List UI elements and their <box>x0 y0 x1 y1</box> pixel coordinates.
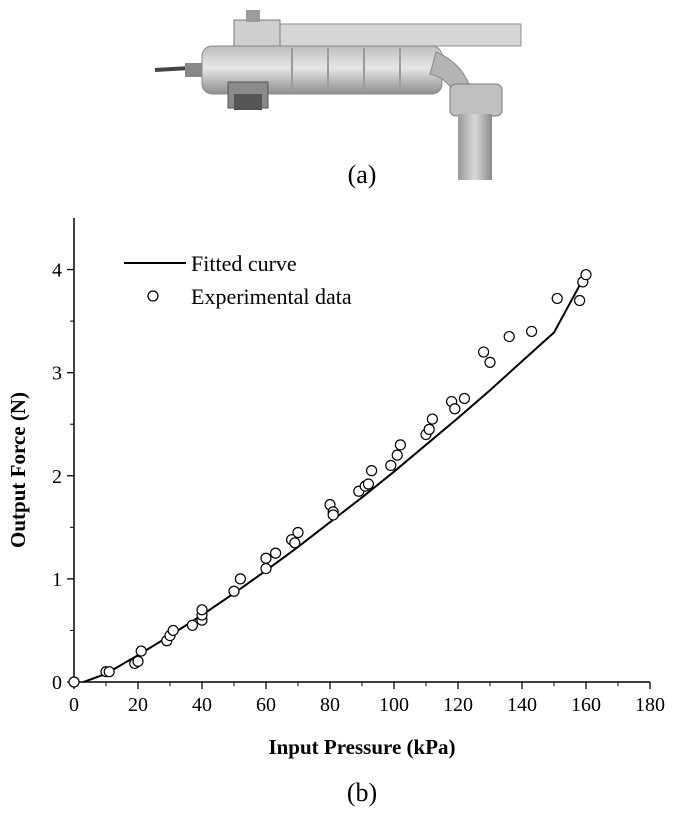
data-point <box>449 403 461 415</box>
data-point <box>366 465 378 477</box>
y-axis-title: Output Force (N) <box>6 392 30 548</box>
x-axis-title: Input Pressure (kPa) <box>268 735 455 759</box>
data-point <box>103 666 115 678</box>
x-tick-label: 0 <box>69 694 79 716</box>
data-point <box>132 655 144 667</box>
data-point <box>503 330 515 343</box>
data-point <box>234 573 246 585</box>
x-tick-label: 100 <box>379 694 409 716</box>
data-point <box>196 604 208 616</box>
y-axis-ticks: 0 1 2 3 4 <box>52 260 74 694</box>
data-point <box>551 292 563 305</box>
data-point <box>167 624 179 637</box>
caption-b: (b) <box>346 778 378 807</box>
data-point <box>484 356 496 368</box>
data-point <box>260 562 272 575</box>
x-tick-label: 160 <box>571 694 601 716</box>
data-point <box>426 413 438 425</box>
chart-axes <box>73 218 650 683</box>
x-tick-label: 140 <box>507 694 537 716</box>
data-point <box>458 392 470 405</box>
experimental-data-points <box>68 269 592 688</box>
data-point <box>478 346 490 358</box>
caption-a: (a) <box>347 160 377 189</box>
data-point <box>394 439 406 451</box>
data-point <box>292 526 304 539</box>
x-tick-label: 180 <box>635 694 665 716</box>
y-tick-label: 4 <box>52 260 62 282</box>
data-point <box>228 585 240 597</box>
data-point <box>270 547 282 559</box>
x-tick-label: 80 <box>320 694 340 716</box>
fitted-curve-line <box>83 273 587 683</box>
y-tick-label: 2 <box>52 466 62 488</box>
y-tick-label: 0 <box>52 672 62 694</box>
data-point <box>385 459 397 472</box>
data-point <box>573 294 586 307</box>
data-point <box>423 423 435 435</box>
legend-circle-swatch <box>147 290 159 302</box>
data-point <box>135 645 147 657</box>
data-point <box>68 676 80 688</box>
x-axis-ticks: 0 20 40 60 80 100 120 140 160 180 <box>69 682 665 716</box>
data-point <box>186 619 198 631</box>
legend-label-experimental: Experimental data <box>191 284 352 309</box>
data-point <box>391 449 403 461</box>
x-tick-label: 60 <box>256 694 276 716</box>
y-tick-label: 1 <box>52 569 62 591</box>
data-point <box>260 552 272 564</box>
data-point <box>289 537 301 549</box>
legend: Fitted curve Experimental data <box>124 251 352 309</box>
actuator-photo <box>154 10 522 180</box>
legend-label-fitted: Fitted curve <box>191 251 297 276</box>
y-tick-label: 3 <box>52 363 62 385</box>
data-point <box>525 325 538 338</box>
x-tick-label: 20 <box>128 694 148 716</box>
data-point <box>327 509 339 521</box>
force-pressure-chart: 0 20 40 60 80 100 120 140 160 180 0 1 2 3 4 Input Pre… <box>6 218 665 759</box>
x-tick-label: 40 <box>192 694 212 716</box>
data-point <box>362 478 374 490</box>
data-point <box>580 269 592 281</box>
x-tick-label: 120 <box>443 694 473 716</box>
